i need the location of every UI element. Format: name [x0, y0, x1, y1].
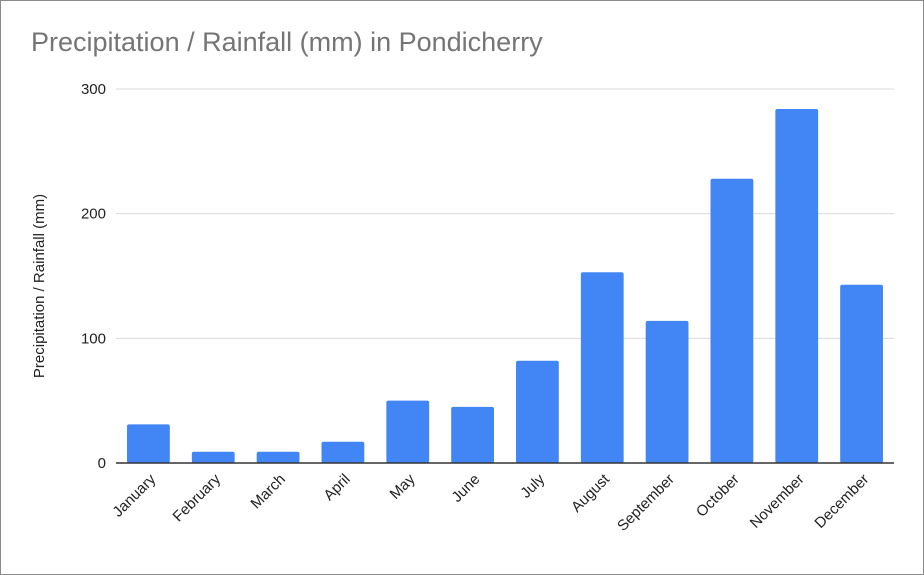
bar-february — [191, 451, 235, 463]
y-tick-label: 300 — [81, 81, 106, 98]
bar-august — [580, 272, 624, 463]
x-tick-label: April — [321, 471, 354, 504]
x-tick-label: January — [109, 470, 159, 520]
y-axis-title: Precipitation / Rainfall (mm) — [31, 194, 48, 378]
bar-december — [840, 284, 883, 463]
x-tick-label: May — [387, 470, 419, 502]
chart-title: Precipitation / Rainfall (mm) in Pondich… — [31, 27, 543, 57]
bar-january — [127, 424, 170, 463]
x-tick-label: February — [170, 470, 225, 525]
grid-lines — [116, 88, 894, 339]
x-tick-label: March — [247, 471, 288, 512]
x-tick-label: December — [811, 471, 872, 532]
x-tick-label: July — [517, 470, 548, 501]
x-tick-label: August — [568, 470, 614, 516]
bar-november — [775, 108, 819, 464]
bar-may — [386, 400, 430, 463]
bar-july — [516, 360, 559, 463]
bar-april — [321, 441, 365, 463]
y-tick-label: 100 — [81, 330, 106, 347]
x-tick-label: November — [747, 471, 808, 532]
x-tick-label: October — [693, 471, 743, 521]
x-tick-label: September — [614, 471, 678, 535]
tick-labels: 0 100 200 300 January February March April May Ju… — [81, 81, 872, 535]
bars — [127, 108, 883, 464]
y-tick-label: 200 — [81, 206, 106, 223]
y-tick-label: 0 — [98, 455, 106, 472]
x-tick-label: June — [448, 471, 483, 506]
bar-october — [710, 178, 754, 463]
bar-september — [645, 320, 689, 463]
bar-march — [256, 451, 300, 463]
bar-june — [451, 406, 494, 463]
